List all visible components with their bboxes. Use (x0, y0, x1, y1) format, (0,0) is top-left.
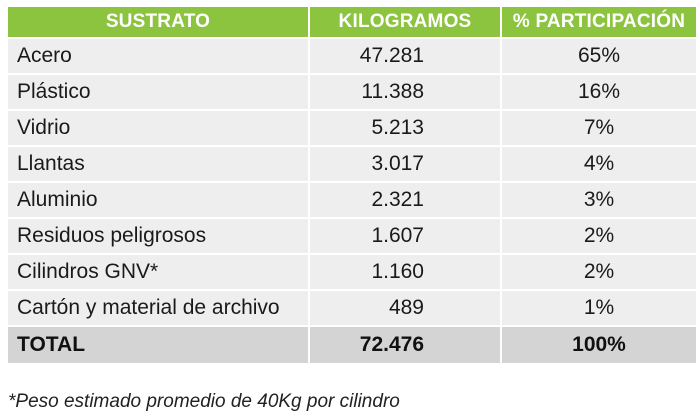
participation-cell: 65% (502, 39, 696, 73)
substrate-table: SUSTRATO KILOGRAMOS % PARTICIPACIÓN Acer… (6, 5, 698, 365)
table-row: Acero 47.281 65% (8, 39, 696, 73)
participation-cell: 4% (502, 147, 696, 181)
table-row: Vidrio 5.213 7% (8, 111, 696, 145)
participation-cell: 2% (502, 219, 696, 253)
total-label: TOTAL (8, 327, 308, 363)
substrate-cell: Cilindros GNV* (8, 255, 308, 289)
kilograms-cell: 47.281 (310, 39, 500, 73)
participation-cell: 3% (502, 183, 696, 217)
participation-cell: 1% (502, 291, 696, 325)
substrate-cell: Plástico (8, 75, 308, 109)
substrate-cell: Vidrio (8, 111, 308, 145)
table-row: Residuos peligrosos 1.607 2% (8, 219, 696, 253)
kilograms-cell: 1.607 (310, 219, 500, 253)
table-row: Llantas 3.017 4% (8, 147, 696, 181)
participation-cell: 16% (502, 75, 696, 109)
substrate-cell: Acero (8, 39, 308, 73)
kilograms-cell: 11.388 (310, 75, 500, 109)
substrate-cell: Cartón y material de archivo (8, 291, 308, 325)
total-kilograms: 72.476 (310, 327, 500, 363)
total-participation: 100% (502, 327, 696, 363)
header-kilograms: KILOGRAMOS (310, 7, 500, 37)
header-participation: % PARTICIPACIÓN (502, 7, 696, 37)
table-row: Cartón y material de archivo 489 1% (8, 291, 696, 325)
kilograms-cell: 3.017 (310, 147, 500, 181)
footnote: *Peso estimado promedio de 40Kg por cili… (8, 391, 400, 412)
substrate-cell: Aluminio (8, 183, 308, 217)
kilograms-cell: 2.321 (310, 183, 500, 217)
table-row: Aluminio 2.321 3% (8, 183, 696, 217)
substrate-cell: Residuos peligrosos (8, 219, 308, 253)
kilograms-cell: 1.160 (310, 255, 500, 289)
kilograms-cell: 489 (310, 291, 500, 325)
table-row: Cilindros GNV* 1.160 2% (8, 255, 696, 289)
table-row: Plástico 11.388 16% (8, 75, 696, 109)
participation-cell: 2% (502, 255, 696, 289)
kilograms-cell: 5.213 (310, 111, 500, 145)
participation-cell: 7% (502, 111, 696, 145)
substrate-cell: Llantas (8, 147, 308, 181)
total-row: TOTAL 72.476 100% (8, 327, 696, 363)
table-header-row: SUSTRATO KILOGRAMOS % PARTICIPACIÓN (8, 7, 696, 37)
header-substrate: SUSTRATO (8, 7, 308, 37)
